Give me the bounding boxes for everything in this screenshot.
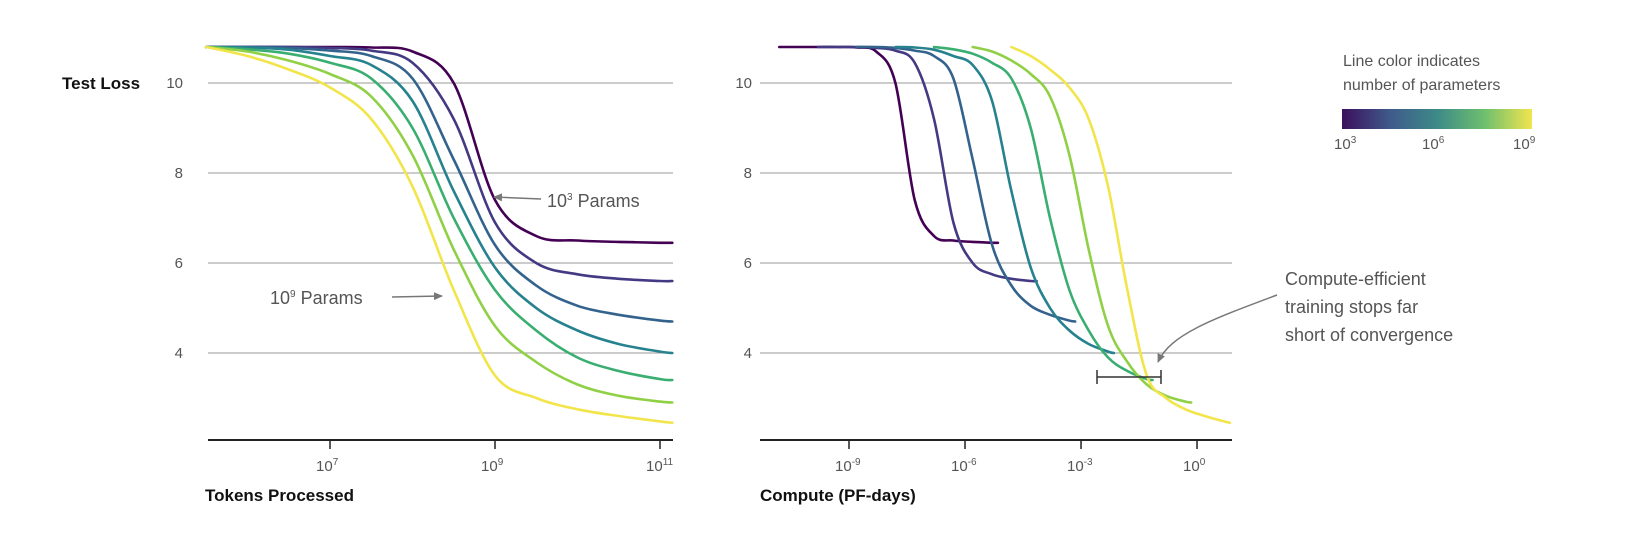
series-line-params-10000 <box>816 45 1038 283</box>
x-axis-title-right: Compute (PF-days) <box>760 486 916 505</box>
x-tick-label: 10-3 <box>1067 457 1093 475</box>
y-tick-label: 4 <box>744 345 752 362</box>
x-tick-label: 107 <box>316 457 339 475</box>
y-tick-label: 4 <box>175 345 183 362</box>
series-line-params-1000000 <box>204 45 674 355</box>
series-line-params-100000 <box>204 45 674 323</box>
arrow-icon <box>391 292 443 301</box>
annotation-1e3-params: 103 Params <box>493 191 640 211</box>
legend-title: Line color indicates number of parameter… <box>1343 53 1500 94</box>
series-line-params-1000000000 <box>1010 45 1232 425</box>
colorbar-tick: 106 <box>1422 135 1445 153</box>
annotation-1e9-params: 109 Params <box>270 288 443 308</box>
y-tick-labels-right: 10 8 6 4 <box>735 75 752 362</box>
convergence-bracket <box>1096 370 1162 384</box>
x-tick-label: 109 <box>481 457 504 475</box>
x-ticks-left: 107 109 1011 <box>316 440 674 475</box>
series-line-params-1000000000 <box>204 45 674 425</box>
y-tick-label: 10 <box>166 75 183 92</box>
colorbar-legend: Line color indicates number of parameter… <box>1334 53 1536 153</box>
arrow-icon <box>493 193 542 202</box>
y-tick-label: 6 <box>744 255 752 272</box>
x-axis-title-left: Tokens Processed <box>205 486 354 505</box>
series-left <box>204 45 674 425</box>
x-tick-label: 100 <box>1183 457 1206 475</box>
series-line-params-1000 <box>778 45 1000 245</box>
colorbar <box>1342 109 1532 129</box>
series-right <box>778 45 1232 425</box>
x-tick-label: 10-6 <box>951 457 977 475</box>
annotation-label: 109 Params <box>270 288 363 308</box>
annotation-compute-efficient: Compute-efficient training stops far sho… <box>1285 269 1453 345</box>
grid-right <box>760 82 1232 354</box>
y-axis-title: Test Loss <box>62 74 140 93</box>
y-tick-label: 8 <box>175 165 183 182</box>
series-line-params-10000 <box>204 45 674 283</box>
series-line-params-100000000 <box>204 45 674 404</box>
curved-arrow-icon <box>1157 294 1278 363</box>
x-tick-label: 10-9 <box>835 457 861 475</box>
tokens-chart: Test Loss 10 8 6 4 107 109 1011 Tokens Proces… <box>62 45 674 505</box>
y-tick-label: 6 <box>175 255 183 272</box>
series-line-params-100000000 <box>971 45 1193 404</box>
x-ticks-right: 10-9 10-6 10-3 100 <box>835 440 1206 475</box>
series-line-params-10000000 <box>932 45 1154 382</box>
colorbar-tick: 103 <box>1334 135 1357 153</box>
series-line-params-1000000 <box>894 45 1116 355</box>
colorbar-tick: 109 <box>1513 135 1536 153</box>
y-tick-label: 8 <box>744 165 752 182</box>
grid-left <box>208 82 673 354</box>
series-line-params-10000000 <box>204 45 674 382</box>
y-tick-labels-left: 10 8 6 4 <box>166 75 183 362</box>
annotation-label: 103 Params <box>547 191 640 211</box>
x-tick-label: 1011 <box>646 457 674 475</box>
y-tick-label: 10 <box>735 75 752 92</box>
